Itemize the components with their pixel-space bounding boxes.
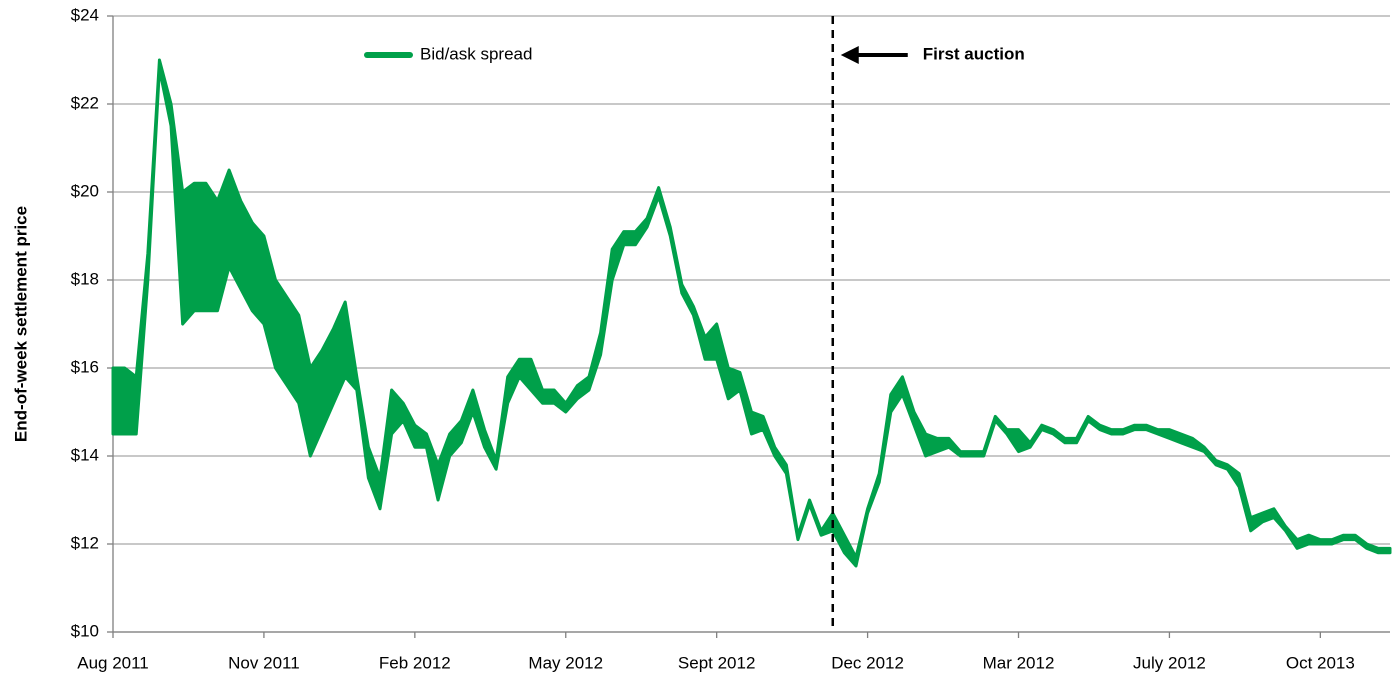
x-tick-label: Dec 2012 xyxy=(831,653,904,672)
y-tick-label: $10 xyxy=(71,621,99,640)
x-tick-label: May 2012 xyxy=(528,653,603,672)
x-tick-label: Feb 2012 xyxy=(379,653,451,672)
x-tick-label: July 2012 xyxy=(1133,653,1206,672)
x-tick-label: Oct 2013 xyxy=(1286,653,1355,672)
annotation-label: First auction xyxy=(923,44,1025,63)
y-tick-label: $14 xyxy=(71,445,99,464)
y-axis-label: End-of-week settlement price xyxy=(11,206,30,442)
y-tick-label: $16 xyxy=(71,357,99,376)
x-tick-label: Nov 2011 xyxy=(228,653,300,672)
y-tick-label: $24 xyxy=(71,5,99,24)
x-tick-label: Aug 2011 xyxy=(77,653,149,672)
y-tick-label: $18 xyxy=(71,269,99,288)
x-tick-label: Mar 2012 xyxy=(983,653,1055,672)
legend-label: Bid/ask spread xyxy=(420,44,532,63)
y-tick-label: $12 xyxy=(71,533,99,552)
spread-band xyxy=(111,58,1392,568)
x-tick-label: Sept 2012 xyxy=(678,653,756,672)
y-tick-label: $22 xyxy=(71,93,99,112)
annotation-arrowhead xyxy=(840,46,859,64)
y-tick-label: $20 xyxy=(71,181,99,200)
